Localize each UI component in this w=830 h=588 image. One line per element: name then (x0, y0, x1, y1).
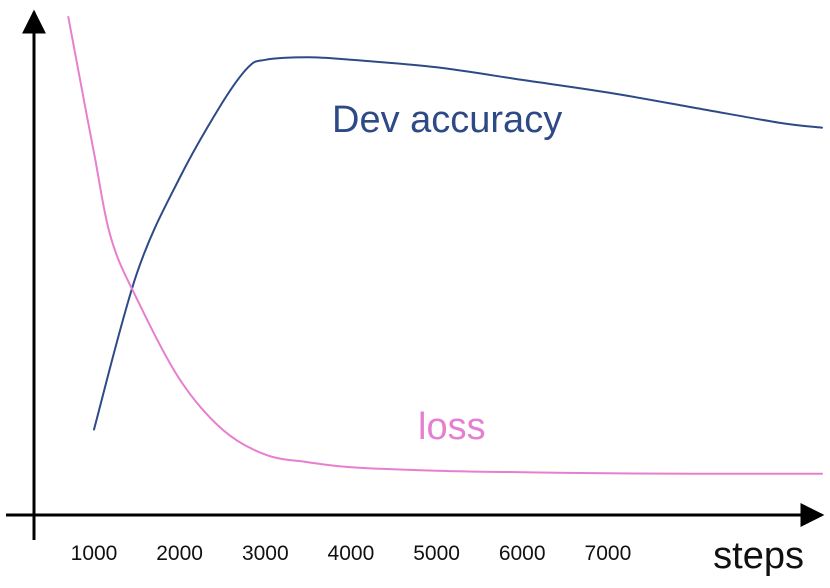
x-tick-label: 2000 (156, 542, 203, 565)
x-tick-label: 1000 (71, 542, 118, 565)
x-tick-label: 5000 (413, 542, 460, 565)
x-tick-label: 6000 (499, 542, 546, 565)
series-line-loss (67, 16, 823, 475)
x-tick-label: 4000 (328, 542, 375, 565)
series-label-loss: loss (418, 406, 486, 448)
series-line-dev-accuracy (93, 56, 823, 431)
x-tick-label: 3000 (242, 542, 289, 565)
x-axis-title: steps (713, 535, 804, 577)
series-label-dev-accuracy: Dev accuracy (332, 99, 562, 141)
x-tick-label: 7000 (585, 542, 632, 565)
